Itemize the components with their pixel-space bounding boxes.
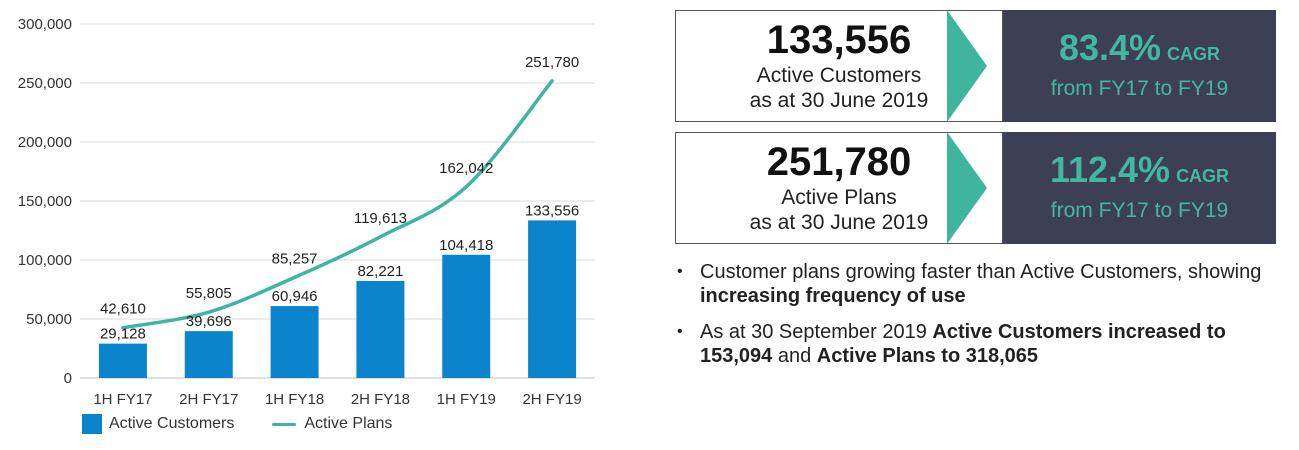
kpi-cagr-value: 112.4% (1049, 149, 1171, 190)
chart-legend: Active Customers Active Plans (82, 414, 430, 434)
combo-chart: 0 50,000 100,000 150,000 200,000 250,000 300,0… (18, 16, 595, 408)
y-tick-label: 250,000 (18, 75, 72, 92)
kpi-cagr-value: 83.4% (1058, 27, 1162, 68)
bar-data-label: 39,696 (186, 313, 232, 330)
kpi-value: 251,780 (766, 140, 912, 184)
bullet-item: • As at 30 September 2019 Active Custome… (675, 320, 1295, 368)
kpi-date: as at 30 June 2019 (749, 211, 929, 234)
bullet-list: • Customer plans growing faster than Act… (675, 260, 1295, 380)
kpi-label: Active Plans (781, 186, 897, 209)
x-tick-label: 2H FY17 (179, 391, 238, 408)
bar (270, 306, 319, 378)
x-tick-label: 2H FY19 (522, 391, 581, 408)
line-data-label: 85,257 (272, 250, 318, 267)
bar (528, 220, 577, 378)
kpi-active-plans: 251,780 Active Plans as at 30 June 2019 … (675, 132, 1276, 244)
x-tick-label: 1H FY18 (265, 391, 324, 408)
kpi-cagr-box: 112.4% CAGR from FY17 to FY19 (1003, 132, 1276, 244)
y-tick-label: 300,000 (18, 16, 72, 33)
legend-swatch-bar (82, 414, 102, 434)
bar-data-label: 82,221 (357, 263, 403, 280)
kpi-date: as at 30 June 2019 (749, 89, 929, 112)
series-line-active-plans (121, 79, 554, 330)
bullet-text: Customer plans growing faster than Activ… (700, 261, 1262, 307)
kpi-cagr-box: 83.4% CAGR from FY17 to FY19 (1003, 10, 1276, 122)
bar-data-label: 104,418 (439, 237, 493, 254)
legend-swatch-line (272, 422, 297, 426)
x-tick-label: 1H FY17 (93, 391, 152, 408)
chevron-right-icon (947, 132, 987, 244)
legend-label: Active Plans (304, 415, 393, 432)
bar (98, 343, 147, 378)
line-data-label: 42,610 (100, 301, 146, 318)
chevron-right-icon (947, 10, 987, 122)
bullet-icon: • (677, 323, 683, 340)
legend-item-active-customers: Active Customers (82, 414, 234, 434)
kpi-cagr-period: from FY17 to FY19 (1050, 77, 1229, 100)
y-tick-label: 50,000 (26, 311, 72, 328)
kpi-cagr-label: CAGR (1167, 44, 1221, 64)
line-data-label: 119,613 (354, 210, 407, 227)
bar-data-label: 60,946 (272, 288, 318, 305)
bar (184, 331, 233, 378)
kpi-value: 133,556 (766, 18, 912, 62)
bar (442, 254, 491, 378)
kpi-cagr-period: from FY17 to FY19 (1050, 199, 1229, 222)
y-tick-label: 200,000 (18, 134, 72, 151)
line-data-label: 55,805 (186, 285, 232, 302)
y-tick-label: 150,000 (18, 193, 72, 210)
bar-data-label: 29,128 (100, 326, 146, 343)
legend-label: Active Customers (109, 415, 235, 432)
bullet-text: As at 30 September 2019 Active Customers… (700, 321, 1226, 367)
kpi-active-customers: 133,556 Active Customers as at 30 June 2… (675, 10, 1276, 122)
x-tick-label: 2H FY18 (351, 391, 410, 408)
bullet-item: • Customer plans growing faster than Act… (675, 260, 1295, 308)
bar (356, 280, 405, 378)
kpi-label: Active Customers (756, 64, 922, 87)
bullet-icon: • (677, 263, 683, 280)
bar-data-label: 133,556 (525, 202, 579, 219)
kpi-cagr-label: CAGR (1176, 166, 1230, 186)
line-data-label: 251,780 (525, 54, 579, 71)
x-tick-label: 1H FY19 (437, 391, 496, 408)
line-data-label: 162,042 (439, 160, 493, 177)
legend-item-active-plans: Active Plans (272, 415, 392, 433)
y-tick-label: 0 (64, 370, 72, 387)
y-tick-label: 100,000 (18, 252, 72, 269)
